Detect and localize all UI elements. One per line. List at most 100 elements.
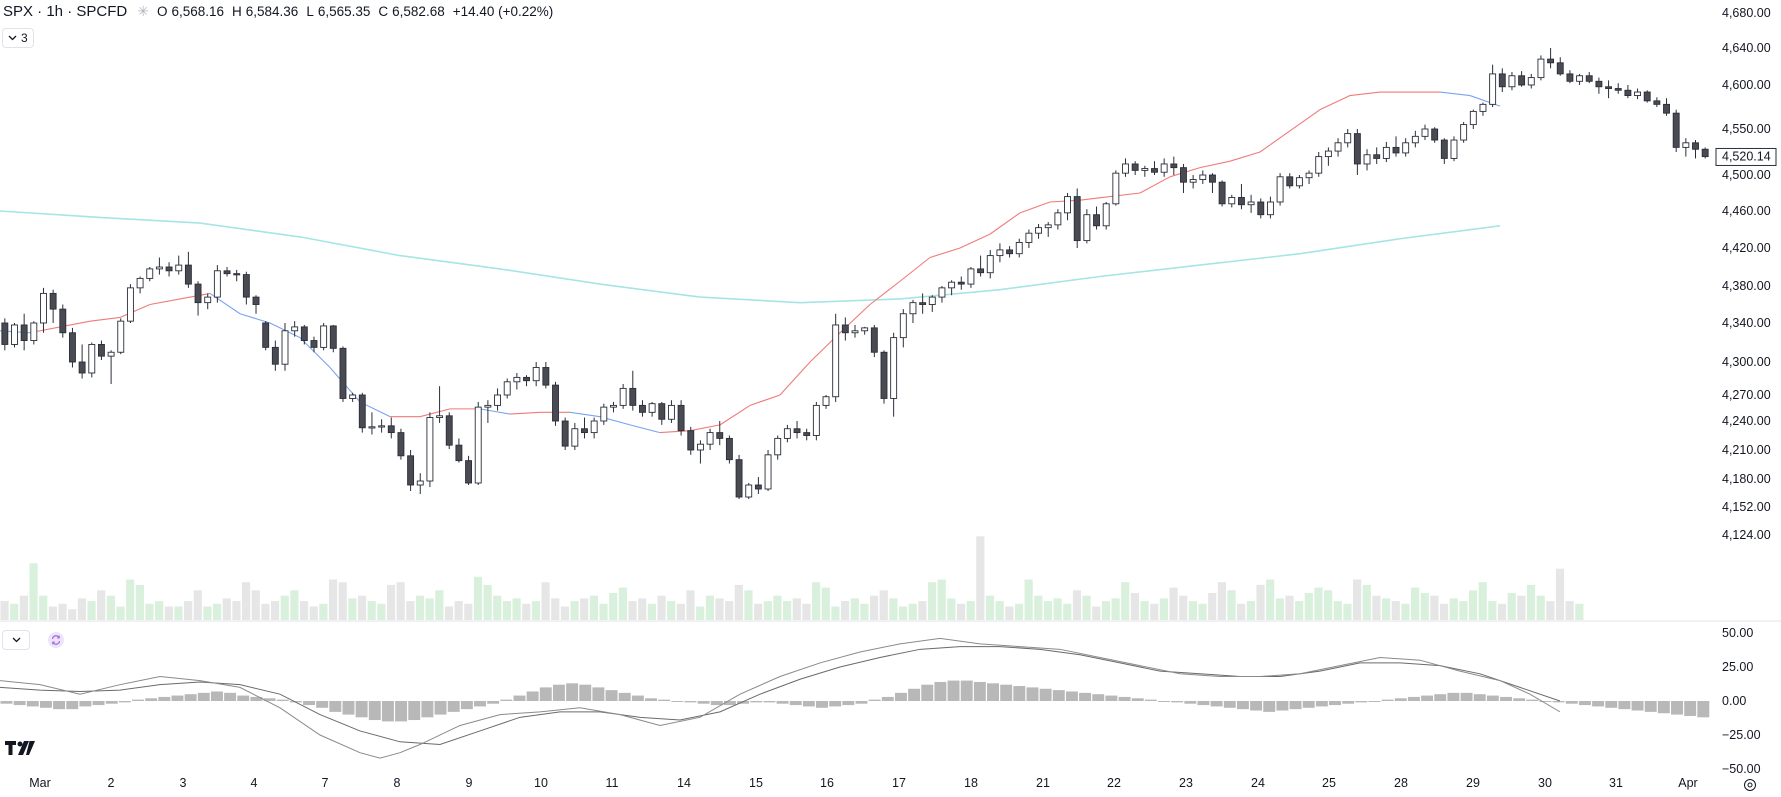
volume-bar <box>850 598 859 620</box>
volume-bar <box>1217 582 1226 620</box>
histogram-bar <box>1105 695 1118 701</box>
flag-icon[interactable]: ✳ <box>137 3 149 19</box>
chevron-down-icon <box>12 637 20 643</box>
volume-bar <box>541 582 550 620</box>
volume-bar <box>705 595 714 620</box>
candle <box>1247 194 1255 213</box>
histogram-bar <box>408 701 421 721</box>
candle-body <box>1692 142 1699 150</box>
histogram-bar <box>579 684 592 701</box>
candle <box>812 401 820 441</box>
candle <box>1305 170 1313 184</box>
open-label: O <box>156 4 168 19</box>
histogram-bar <box>210 691 223 701</box>
volume-bar <box>116 606 125 620</box>
tradingview-logo-icon[interactable] <box>5 740 35 761</box>
histogram-bar <box>829 701 842 707</box>
volume-bar <box>348 598 357 620</box>
histogram-bar <box>1184 701 1197 704</box>
settings-icon[interactable] <box>1743 778 1757 797</box>
candle <box>841 317 849 341</box>
candle-body <box>1363 154 1371 165</box>
volume-bar <box>164 606 173 620</box>
time-tick-label: 25 <box>1322 776 1336 790</box>
candle <box>358 392 366 433</box>
candle-body <box>320 325 328 348</box>
candle <box>639 400 646 417</box>
volume-bar <box>841 601 850 620</box>
candle <box>1102 202 1110 230</box>
pane-collapse-button[interactable] <box>2 630 30 650</box>
price-tick-label: 4,180.00 <box>1722 472 1771 486</box>
volume-bar <box>657 595 666 620</box>
histogram-bar <box>1565 701 1578 704</box>
histogram-bar <box>105 701 118 704</box>
candle-body <box>1479 103 1487 112</box>
candle-body <box>358 394 366 429</box>
fast-moving-average-segment <box>419 408 451 418</box>
volume-bar <box>1169 587 1178 620</box>
sync-icon[interactable] <box>48 632 64 648</box>
histogram-bar <box>1473 694 1486 701</box>
candle <box>1682 138 1690 157</box>
candle-body <box>436 415 444 418</box>
candle <box>1286 173 1294 189</box>
candle <box>899 309 907 348</box>
candle <box>822 395 830 409</box>
volume-bar <box>213 603 222 620</box>
candle-body <box>1547 58 1555 64</box>
volume-bar <box>908 603 917 620</box>
time-tick-label: 16 <box>820 776 834 790</box>
candle <box>329 324 337 353</box>
candle-body <box>1151 168 1158 173</box>
candle <box>445 412 453 450</box>
candle <box>928 295 936 312</box>
volume-bar <box>1237 603 1246 620</box>
volume-bar <box>87 601 96 620</box>
candle-body <box>667 404 675 420</box>
volume-bar <box>618 587 627 620</box>
candle-body <box>474 406 482 484</box>
candle <box>1692 140 1699 159</box>
histogram-bar <box>1684 701 1697 716</box>
volume-bar <box>628 601 637 620</box>
candle-body <box>1218 181 1226 205</box>
histogram-bar <box>645 698 657 701</box>
histogram-bar <box>1486 695 1499 701</box>
candle <box>571 422 579 450</box>
candle-body <box>735 459 743 498</box>
symbol-title[interactable]: SPX · 1h · SPCFD <box>3 3 128 20</box>
histogram-bar <box>132 699 144 701</box>
volume-bar <box>551 598 560 620</box>
candle <box>30 321 38 345</box>
candle-body <box>1431 128 1439 141</box>
candle <box>1266 196 1274 219</box>
indicators-collapse-button[interactable]: 3 <box>2 28 34 48</box>
candle-body <box>1064 196 1071 214</box>
candle <box>397 428 405 460</box>
candle-body <box>88 344 96 374</box>
time-tick-label: 24 <box>1251 776 1265 790</box>
volume-bar <box>1372 595 1381 620</box>
volume-bar <box>1140 601 1149 620</box>
volume-bar <box>483 584 492 620</box>
candle <box>1151 161 1158 175</box>
candle <box>78 344 86 379</box>
candle <box>851 324 859 338</box>
volume-bar <box>1101 601 1111 620</box>
volume-bar <box>966 601 975 620</box>
volume-bar <box>1459 601 1468 620</box>
candle <box>1209 173 1216 193</box>
price-tick-label: 4,210.00 <box>1722 443 1771 457</box>
volume-bar <box>647 603 656 620</box>
volume-bar <box>1314 587 1323 620</box>
candle <box>1527 73 1535 89</box>
histogram-bar <box>1381 699 1394 701</box>
candle <box>271 340 279 371</box>
candle <box>107 350 115 384</box>
volume-bar <box>19 595 28 620</box>
candle-body <box>1634 91 1641 97</box>
candle <box>725 435 733 464</box>
candle <box>1112 170 1120 206</box>
